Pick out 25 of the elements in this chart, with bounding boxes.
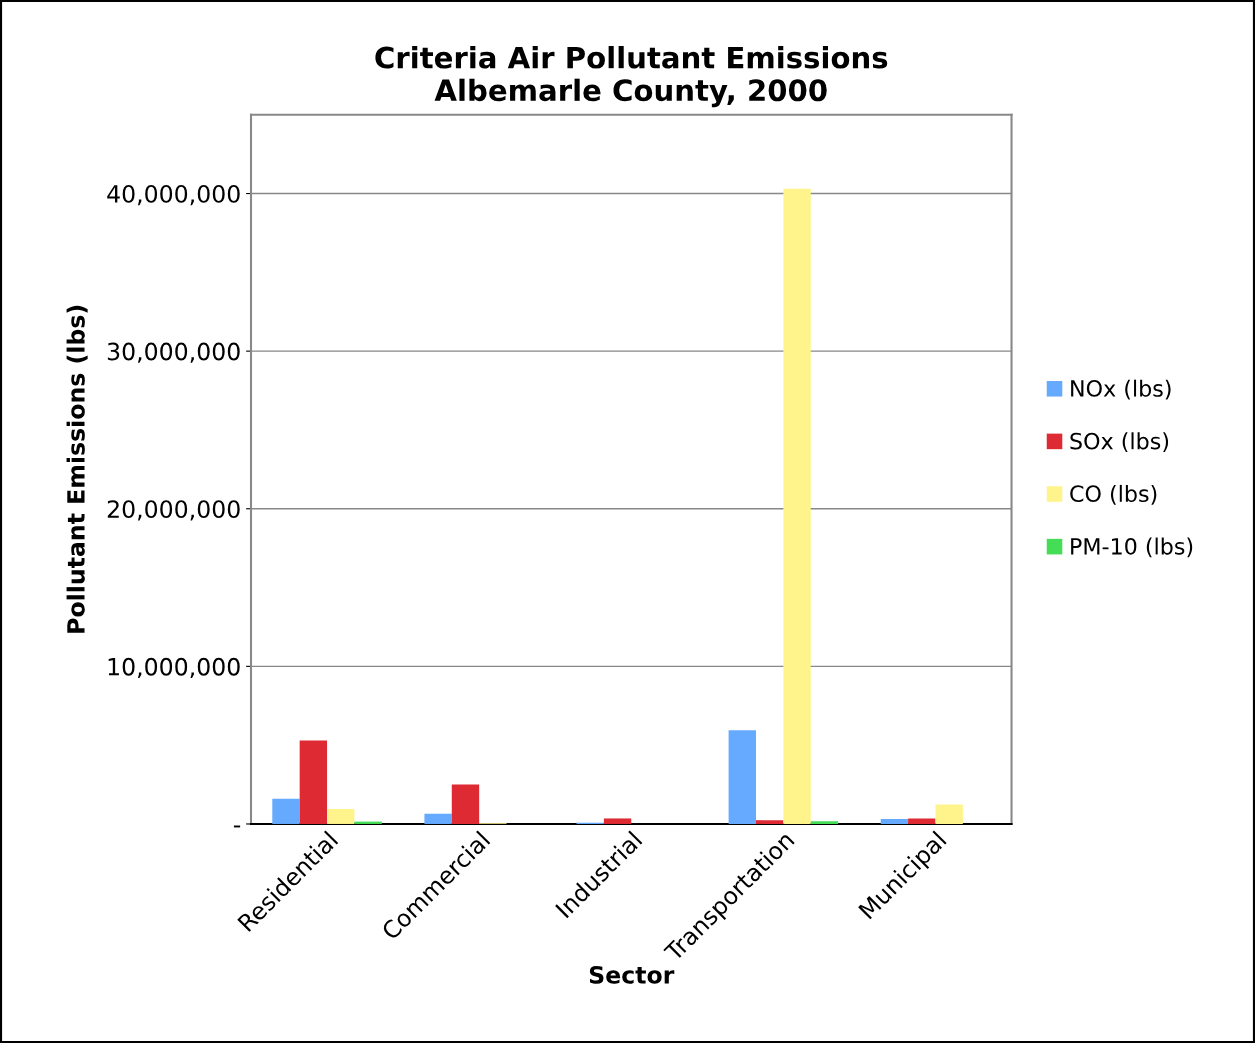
bar [424, 813, 452, 824]
y-tick-label: 40,000,000 [107, 184, 240, 206]
bar [755, 820, 784, 824]
bar [451, 784, 480, 824]
chart-title: Criteria Air Pollutant Emissions Albemarle County, 2000 [375, 46, 888, 108]
legend-label: SOx (lbs) [1070, 432, 1169, 453]
bar [810, 821, 839, 824]
bar [908, 818, 936, 824]
bar [603, 818, 632, 824]
y-tick-label: 30,000,000 [107, 342, 240, 363]
y-tick-label: 10,000,000 [108, 657, 240, 679]
bar [783, 188, 811, 824]
legend-label: CO (lbs) [1070, 484, 1157, 505]
bar [880, 818, 909, 824]
x-axis-title: Sector [589, 965, 675, 984]
legend-label: PM-10 (lbs) [1071, 537, 1193, 558]
bar [272, 798, 300, 824]
y-axis-title: Pollutant Emissions (lbs) [66, 305, 88, 633]
bar [327, 809, 355, 824]
bar [728, 730, 756, 824]
bar [299, 740, 328, 824]
bar [935, 804, 963, 824]
y-tick-label: - [233, 825, 241, 828]
legend-label: NOx (lbs) [1071, 379, 1171, 400]
y-tick-label: 20,000,000 [107, 500, 240, 521]
